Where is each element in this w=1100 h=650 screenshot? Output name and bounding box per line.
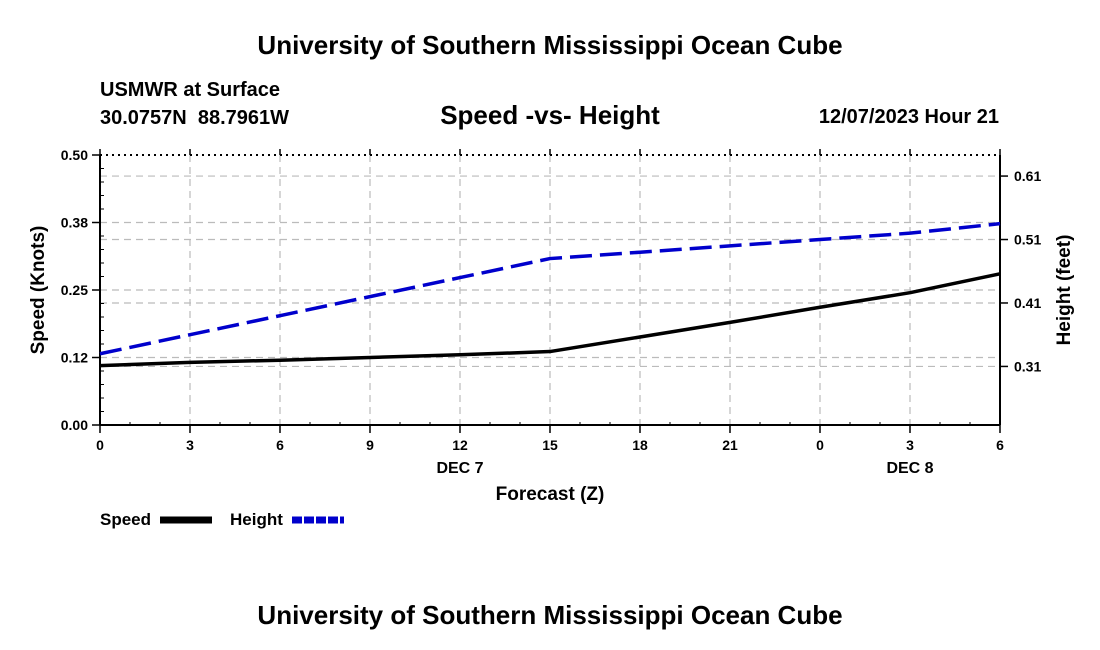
station-coordinates: 30.0757N 88.7961W <box>100 107 290 129</box>
series-line-height <box>99 221 1001 356</box>
left-tick-label: 0.50 <box>61 147 88 163</box>
x-date-label: DEC 7 <box>436 460 483 477</box>
left-tick-label: 0.00 <box>61 417 88 433</box>
right-tick-label: 0.61 <box>1014 168 1041 184</box>
right-axis-title: Height (feet) <box>1054 235 1075 346</box>
forecast-datetime: 12/07/2023 Hour 21 <box>818 106 999 128</box>
x-tick-label: 6 <box>996 437 1004 453</box>
left-tick-label: 0.12 <box>61 350 88 366</box>
x-axis-title: Forecast (Z) <box>496 484 605 505</box>
right-tick-label: 0.41 <box>1014 295 1041 311</box>
legend-label-height: Height <box>230 510 283 529</box>
station-info: USMWR at Surface 30.0757N 88.7961W <box>100 76 289 132</box>
x-tick-label: 0 <box>96 437 104 453</box>
right-tick-label: 0.31 <box>1014 358 1041 374</box>
right-tick-label: 0.51 <box>1014 232 1041 248</box>
left-tick-label: 0.25 <box>61 282 88 298</box>
chart-main-title: University of Southern Mississippi Ocean… <box>257 30 843 60</box>
series-line-speed <box>99 272 1001 368</box>
x-tick-label: 9 <box>366 437 374 453</box>
chart-subtitle: Speed -vs- Height <box>440 100 660 130</box>
x-tick-label: 6 <box>276 437 284 453</box>
x-tick-label: 15 <box>542 437 558 453</box>
legend-label-speed: Speed <box>100 510 151 529</box>
x-tick-label: 3 <box>186 437 194 453</box>
x-tick-label: 12 <box>452 437 468 453</box>
chart-footer-title: University of Southern Mississippi Ocean… <box>257 600 843 630</box>
left-axis-title: Speed (Knots) <box>28 226 49 355</box>
x-tick-label: 18 <box>632 437 648 453</box>
x-tick-label: 3 <box>906 437 914 453</box>
left-tick-label: 0.38 <box>61 215 88 231</box>
x-tick-label: 0 <box>816 437 824 453</box>
x-tick-label: 21 <box>722 437 738 453</box>
x-date-label: DEC 8 <box>886 460 933 477</box>
station-name: USMWR at Surface <box>100 79 281 101</box>
